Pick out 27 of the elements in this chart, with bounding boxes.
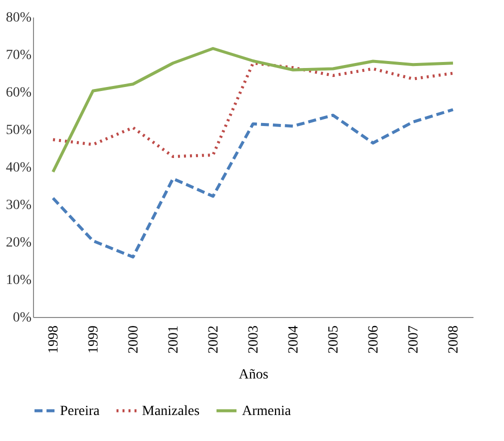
x-tick-label: 1998 [46,326,62,354]
legend-label: Pereira [60,404,100,419]
y-tick-label: 80% [6,10,32,26]
x-axis-title: Años [238,368,268,382]
x-tick-label: 2006 [366,326,382,354]
y-tick-label: 40% [6,160,32,176]
legend-label: Armenia [242,404,292,419]
x-tick-label: 2007 [406,326,422,354]
x-tick-label: 2002 [206,326,222,354]
line-series [52,47,454,174]
y-tick-label: 70% [6,48,32,63]
y-tick-label: 10% [6,273,32,288]
y-tick-label: 50% [6,123,32,138]
y-tick-label: 30% [6,198,32,213]
y-tick-label: 0% [12,310,32,326]
x-tick-label: 2000 [126,326,142,354]
x-tick-label: 2003 [246,326,262,354]
line-series [52,108,454,258]
line-series [52,62,454,158]
x-tick-label: 2005 [326,326,342,354]
x-tick-label: 2004 [286,326,302,354]
legend-label: Manizales [142,404,200,419]
x-tick-label: 2001 [166,326,182,354]
x-tick-label: 1999 [86,326,102,354]
y-tick-label: 20% [6,236,32,250]
y-tick-label: 60% [6,86,32,100]
x-tick-label: 2008 [446,326,462,354]
